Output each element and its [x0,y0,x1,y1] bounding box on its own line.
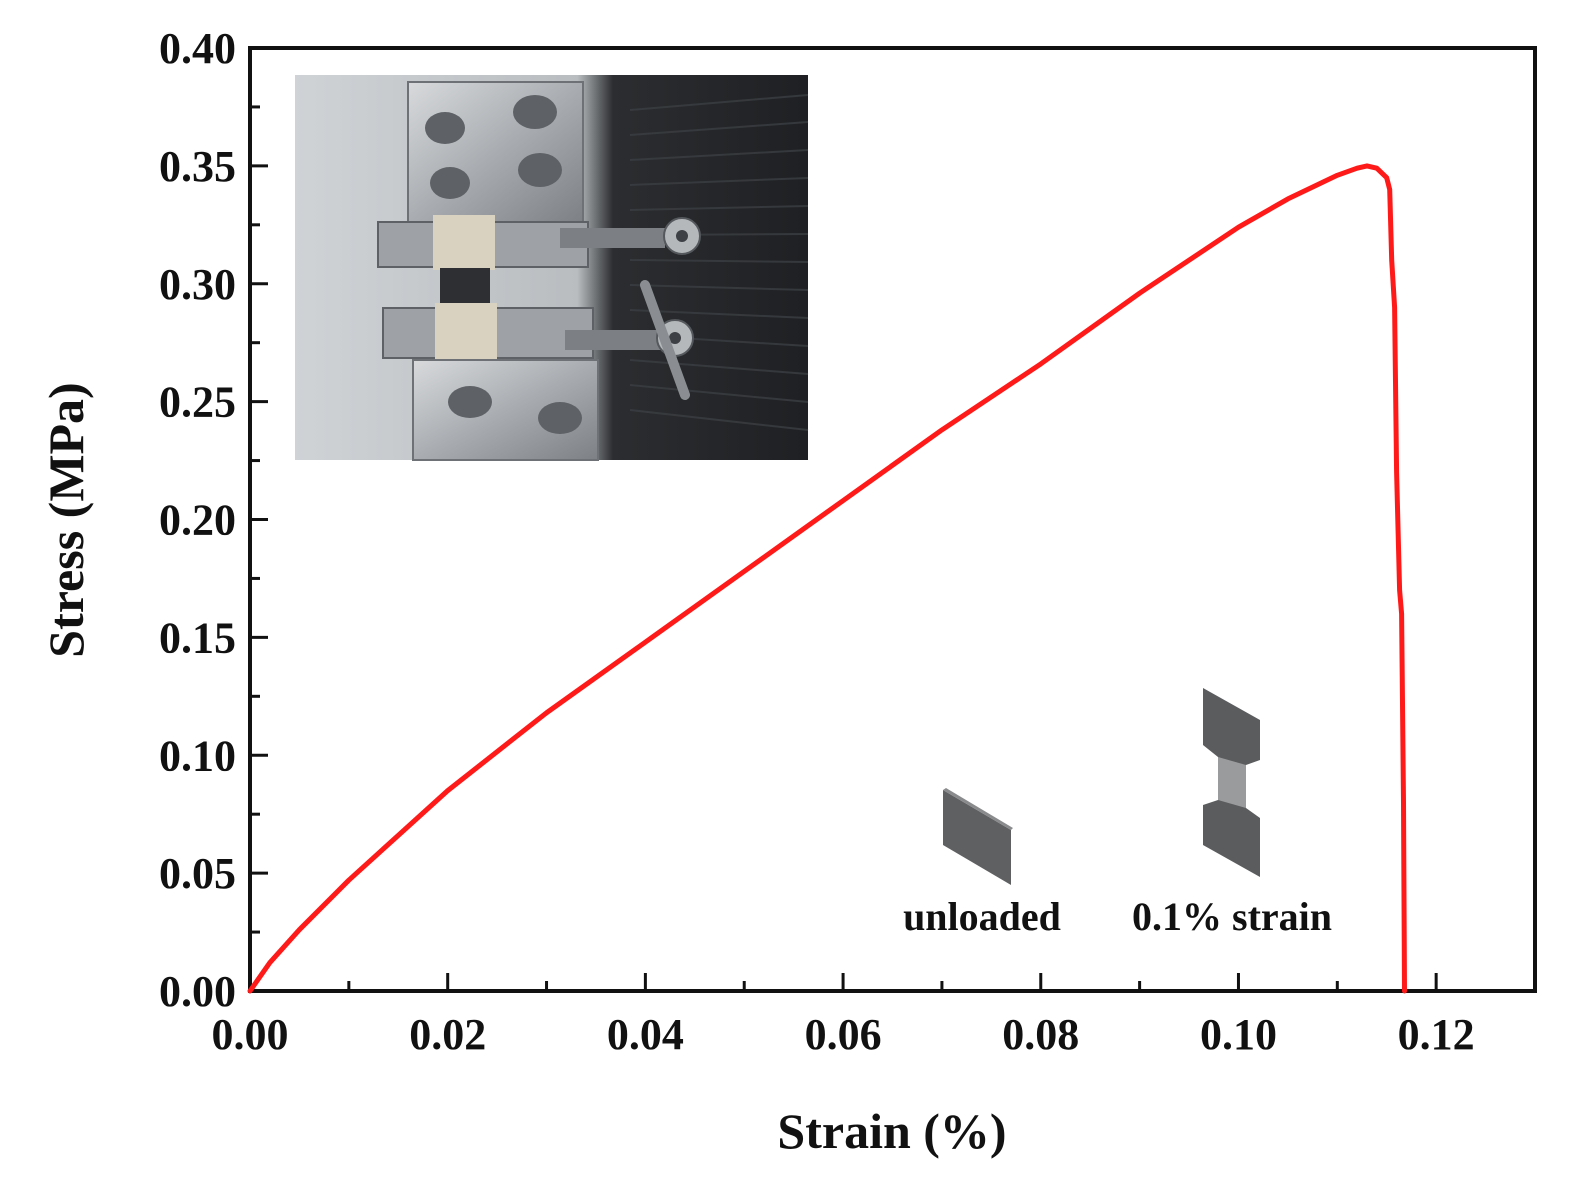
axis-ticks [248,46,1438,993]
y-tick-label: 0.00 [159,967,236,1016]
y-tick-labels: 0.00 0.05 0.10 0.15 0.20 0.25 0.30 0.35 0.40 [159,24,236,1016]
y-tick-label: 0.40 [159,24,236,73]
y-tick-label: 0.35 [159,142,236,191]
y-tick-label: 0.10 [159,731,236,780]
x-tick-label: 0.10 [1200,1010,1277,1059]
strained-specimen-icon [1203,688,1260,877]
y-tick-label: 0.20 [159,496,236,545]
annotation-unloaded: unloaded [903,894,1061,939]
y-tick-label: 0.15 [159,613,236,662]
y-tick-label: 0.30 [159,260,236,309]
tensile-test-grips-photo [295,75,809,461]
y-tick-label: 0.05 [159,849,236,898]
x-tick-labels: 0.00 0.02 0.04 0.06 0.08 0.10 0.12 [212,1010,1475,1059]
unloaded-specimen-icon [943,788,1013,885]
y-axis-title: Stress (MPa) [38,382,94,657]
x-tick-label: 0.06 [805,1010,882,1059]
x-tick-label: 0.00 [212,1010,289,1059]
x-axis-title: Strain (%) [777,1103,1006,1159]
x-tick-label: 0.08 [1002,1010,1079,1059]
x-tick-label: 0.12 [1398,1010,1475,1059]
annotation-strained: 0.1% strain [1132,894,1332,939]
x-tick-label: 0.04 [607,1010,684,1059]
y-tick-label: 0.25 [159,378,236,427]
x-tick-label: 0.02 [409,1010,486,1059]
stress-strain-curve [247,163,1407,994]
